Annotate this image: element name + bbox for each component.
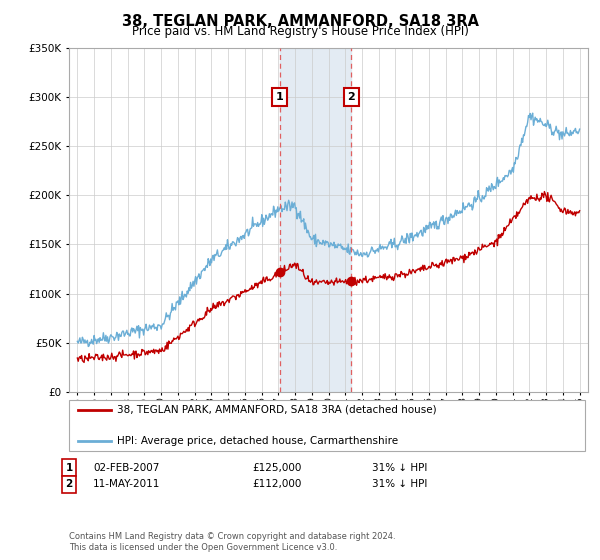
Text: 11-MAY-2011: 11-MAY-2011: [93, 479, 160, 489]
Text: HPI: Average price, detached house, Carmarthenshire: HPI: Average price, detached house, Carm…: [117, 436, 398, 446]
Text: 1: 1: [276, 92, 283, 102]
Text: 38, TEGLAN PARK, AMMANFORD, SA18 3RA: 38, TEGLAN PARK, AMMANFORD, SA18 3RA: [121, 14, 479, 29]
Text: 1: 1: [65, 463, 73, 473]
Text: £125,000: £125,000: [252, 463, 301, 473]
Text: 2: 2: [65, 479, 73, 489]
Text: 38, TEGLAN PARK, AMMANFORD, SA18 3RA (detached house): 38, TEGLAN PARK, AMMANFORD, SA18 3RA (de…: [117, 405, 437, 415]
Text: Price paid vs. HM Land Registry's House Price Index (HPI): Price paid vs. HM Land Registry's House …: [131, 25, 469, 38]
Bar: [280, 48, 351, 392]
Text: 31% ↓ HPI: 31% ↓ HPI: [372, 479, 427, 489]
Text: Contains HM Land Registry data © Crown copyright and database right 2024.
This d: Contains HM Land Registry data © Crown c…: [69, 532, 395, 552]
Text: 02-FEB-2007: 02-FEB-2007: [93, 463, 160, 473]
Text: 2: 2: [347, 92, 355, 102]
Text: 31% ↓ HPI: 31% ↓ HPI: [372, 463, 427, 473]
Text: £112,000: £112,000: [252, 479, 301, 489]
